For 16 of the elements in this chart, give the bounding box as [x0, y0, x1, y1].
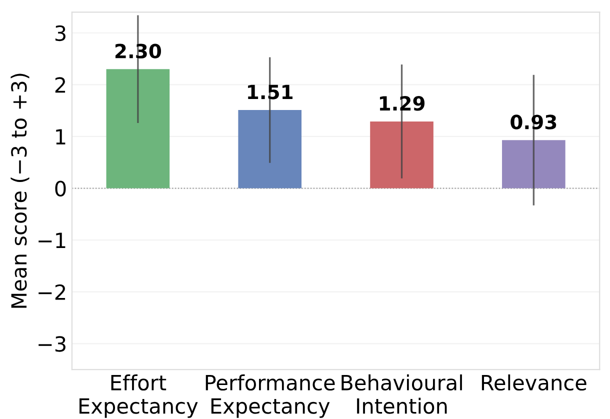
x-tick-label: Performance Expectancy: [206, 374, 335, 418]
y-tick-label: −2: [38, 284, 66, 300]
x-tick-label: Effort Expectancy: [80, 374, 198, 418]
y-tick-label: −1: [38, 232, 66, 248]
y-tick-label: 1: [56, 129, 66, 144]
bar: [370, 121, 434, 188]
bar: [106, 69, 170, 188]
y-tick-label: 2: [55, 77, 66, 93]
y-tick-label: 3: [55, 25, 66, 42]
bar: [502, 140, 566, 188]
x-tick-label: Behavioural Intention: [342, 374, 462, 414]
y-tick-label: −3: [38, 336, 66, 352]
bar: [238, 110, 302, 188]
x-tick-label: Relevance: [482, 374, 586, 391]
y-tick-label: 0: [55, 180, 66, 196]
y-axis-title: Mean score (−3 to +3): [10, 74, 30, 308]
